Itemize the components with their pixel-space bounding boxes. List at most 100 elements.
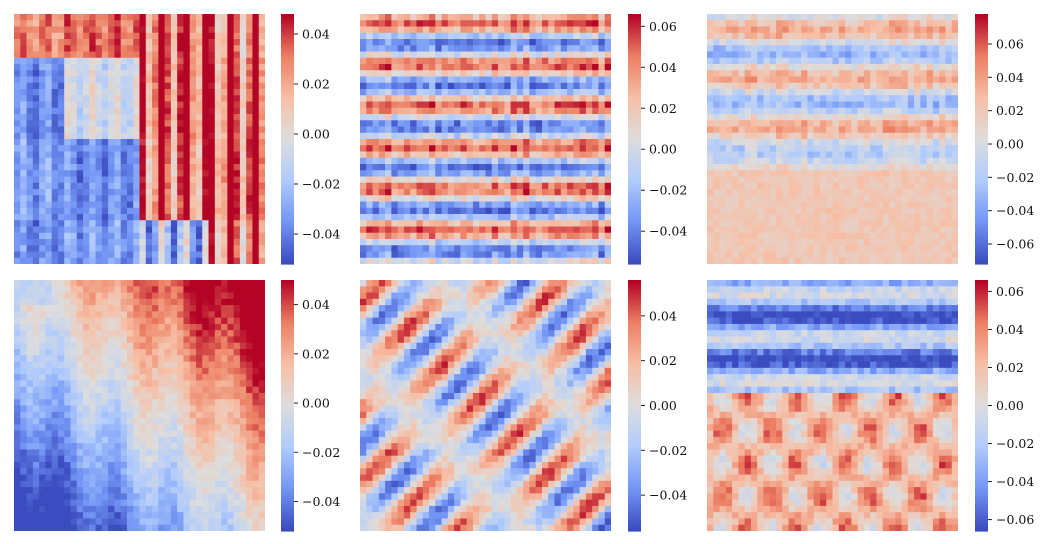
heatmap-cell	[832, 45, 840, 53]
heatmap-cell	[504, 220, 512, 228]
heatmap-cell	[870, 120, 878, 128]
heatmap-cell	[164, 151, 172, 159]
heatmap-cell	[20, 170, 28, 178]
heatmap-cell	[139, 39, 147, 46]
heatmap-cell	[403, 151, 411, 159]
heatmap-cell	[782, 14, 790, 21]
heatmap-cell	[920, 64, 928, 71]
heatmap-cell	[214, 232, 222, 240]
heatmap-cell	[750, 164, 758, 171]
heatmap-cell	[776, 114, 783, 121]
heatmap-cell	[372, 107, 380, 115]
heatmap-cell	[51, 207, 59, 215]
heatmap-cell	[863, 126, 871, 134]
heatmap-cell	[39, 39, 46, 46]
heatmap-cell	[202, 26, 210, 34]
heatmap-cell	[498, 182, 505, 190]
heatmap-cell	[939, 64, 947, 71]
heatmap-cell	[183, 257, 191, 264]
heatmap-cell	[813, 70, 821, 78]
heatmap-cell	[732, 189, 739, 196]
heatmap-cell	[252, 189, 260, 196]
heatmap-cell	[177, 132, 185, 140]
heatmap-cell	[360, 214, 367, 221]
heatmap-cell	[567, 182, 574, 190]
heatmap-cell	[466, 257, 474, 264]
heatmap-cell	[64, 95, 72, 103]
heatmap-cell	[14, 189, 21, 196]
heatmap-cell	[39, 232, 46, 240]
heatmap-cell	[460, 120, 468, 128]
heatmap-cell	[579, 132, 587, 140]
heatmap-cell	[39, 64, 46, 71]
heatmap-cell	[932, 139, 940, 146]
colorbar-gradient-segment	[628, 139, 641, 143]
heatmap-cell	[57, 32, 65, 40]
heatmap-cell	[385, 39, 392, 46]
heatmap-cell	[101, 51, 109, 59]
heatmap-cell	[246, 207, 254, 215]
heatmap-cell	[579, 51, 587, 59]
colorbar-gradient-segment	[281, 36, 294, 40]
heatmap-cell	[152, 20, 159, 28]
heatmap-cell	[719, 120, 727, 128]
heatmap-cell	[416, 170, 424, 178]
colorbar-gradient-segment	[628, 221, 641, 225]
heatmap-cell	[491, 164, 499, 171]
heatmap-cell	[189, 151, 197, 159]
heatmap-cell	[221, 107, 228, 115]
heatmap-cell	[360, 189, 367, 196]
heatmap-cell	[372, 95, 380, 103]
heatmap-cell	[535, 164, 543, 171]
heatmap-cell	[813, 164, 821, 171]
heatmap-cell	[516, 189, 524, 196]
heatmap-cell	[719, 251, 727, 259]
heatmap-cell	[372, 214, 380, 221]
heatmap-cell	[101, 157, 109, 165]
heatmap-cell	[454, 232, 462, 240]
heatmap-cell	[707, 76, 714, 84]
heatmap-cell	[719, 151, 727, 159]
heatmap-cell	[126, 114, 134, 121]
heatmap-cell	[378, 164, 386, 171]
heatmap-cell	[233, 89, 241, 96]
heatmap-cell	[189, 232, 197, 240]
heatmap-cell	[366, 195, 374, 203]
heatmap-cell	[183, 114, 191, 121]
heatmap-cell	[713, 157, 721, 165]
colorbar-tick-label: −0.02	[302, 177, 340, 192]
heatmap-cell	[403, 89, 411, 96]
heatmap-cell	[239, 151, 247, 159]
heatmap-cell	[851, 126, 859, 134]
heatmap-cell	[126, 139, 134, 146]
heatmap-cell	[782, 32, 790, 40]
colorbar-gradient-segment	[281, 189, 294, 193]
heatmap-cell	[857, 232, 865, 240]
heatmap-cell	[926, 57, 934, 65]
heatmap-cell	[152, 170, 159, 178]
heatmap-cell	[895, 176, 903, 184]
heatmap-cell	[763, 26, 771, 34]
heatmap-cell	[385, 245, 392, 253]
heatmap-cell	[939, 70, 947, 78]
heatmap-cell	[776, 95, 783, 103]
heatmap-cell	[807, 145, 815, 153]
heatmap-cell	[560, 89, 568, 96]
heatmap-cell	[485, 257, 493, 264]
heatmap-cell	[221, 120, 228, 128]
heatmap-cell	[101, 151, 109, 159]
heatmap-cell	[510, 126, 518, 134]
heatmap-cell	[472, 32, 480, 40]
heatmap-cell	[851, 20, 859, 28]
heatmap-cell	[246, 251, 254, 259]
colorbar-gradient-segment	[628, 51, 641, 55]
heatmap-cell	[441, 232, 449, 240]
heatmap-cell	[366, 214, 374, 221]
heatmap-cell	[466, 132, 474, 140]
heatmap-cell	[441, 132, 449, 140]
heatmap-cell	[914, 26, 921, 34]
heatmap-cell	[592, 164, 600, 171]
heatmap-cell	[598, 32, 606, 40]
heatmap-cell	[744, 176, 752, 184]
heatmap-cell	[429, 157, 436, 165]
